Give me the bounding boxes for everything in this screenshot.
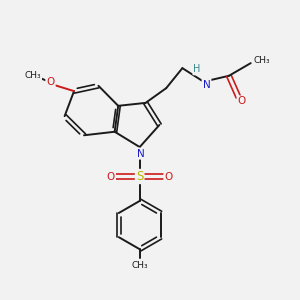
Text: H: H [194, 64, 201, 74]
Text: CH₃: CH₃ [131, 261, 148, 270]
Text: CH₃: CH₃ [25, 71, 41, 80]
Text: O: O [238, 96, 246, 106]
Text: O: O [107, 172, 115, 182]
Text: O: O [164, 172, 173, 182]
Text: N: N [137, 148, 145, 158]
Text: CH₃: CH₃ [254, 56, 270, 65]
Text: S: S [136, 170, 143, 183]
Text: N: N [203, 80, 210, 90]
Text: O: O [46, 77, 55, 87]
